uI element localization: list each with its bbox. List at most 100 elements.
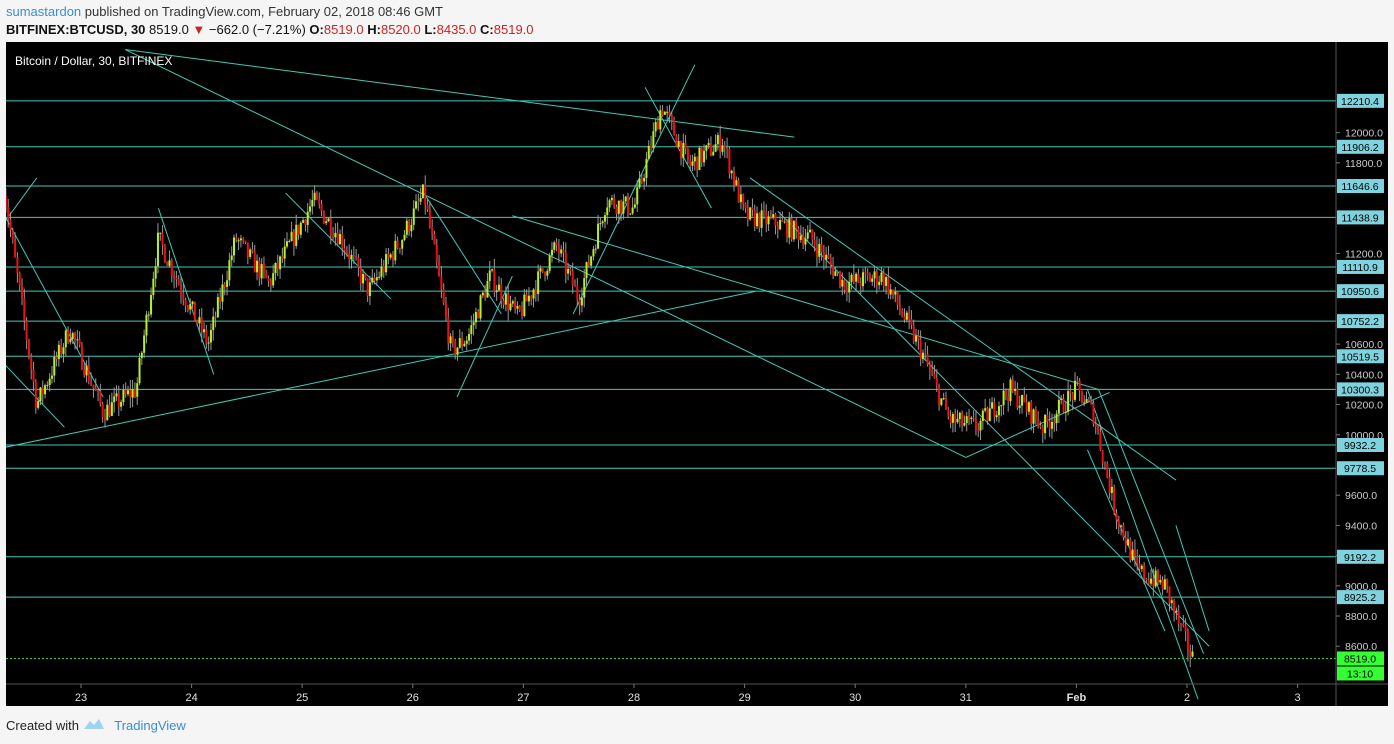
candle-body (700, 147, 703, 163)
created-with-text: Created with (6, 718, 79, 733)
candle-body (7, 206, 10, 220)
candle-body (555, 242, 558, 245)
candle-body (239, 238, 242, 241)
candle-body (318, 199, 321, 205)
candle-body (864, 272, 867, 274)
level-label: 10519.5 (1341, 351, 1379, 363)
candle-body (348, 253, 351, 260)
candle-body (138, 357, 141, 384)
candle-body (905, 312, 908, 320)
candle-body (880, 272, 883, 282)
candle-body (610, 197, 613, 201)
candle-body (1090, 400, 1093, 403)
candle-body (532, 289, 535, 299)
candle-body (265, 270, 268, 278)
candle-body (226, 280, 229, 287)
level-label: 10300.3 (1341, 384, 1379, 396)
candle-body (790, 218, 793, 240)
tradingview-logo-icon (83, 718, 109, 733)
candle-body (680, 141, 683, 159)
candle-body (1067, 391, 1070, 412)
trend-line (1098, 389, 1205, 654)
candle-body (578, 299, 581, 306)
candle-body (606, 207, 609, 216)
candle-body (742, 194, 745, 204)
candle-body (912, 324, 915, 342)
level-tag (1337, 93, 1384, 108)
candle-body (1060, 398, 1063, 400)
candle-body (714, 144, 717, 152)
candle-body (1170, 600, 1173, 604)
candle-body (908, 312, 911, 320)
candle-body (590, 256, 593, 266)
candle-body (746, 208, 749, 220)
candle-body (1180, 623, 1183, 625)
candle-body (71, 333, 74, 340)
candle-body (143, 335, 146, 353)
candle-body (507, 293, 510, 310)
candle-body (723, 145, 726, 148)
candle-body (721, 145, 724, 152)
candle-body (910, 319, 913, 325)
candle-body (78, 339, 81, 345)
candle-body (1186, 631, 1189, 652)
x-tick-label: Feb (1067, 692, 1087, 704)
candle-body (751, 207, 754, 210)
candle-body (375, 277, 378, 281)
published-text: published on TradingView.com, February 0… (84, 4, 443, 19)
candle-body (675, 135, 678, 147)
candle-body (276, 263, 279, 270)
candle-body (87, 365, 90, 382)
candle-body (834, 271, 837, 276)
candle-body (1140, 565, 1143, 569)
tradingview-link[interactable]: TradingView (114, 718, 186, 733)
candle-body (597, 223, 600, 249)
candle-body (938, 384, 941, 405)
candle-body (956, 418, 959, 423)
candle-body (841, 279, 844, 287)
low-value: 8435.0 (436, 22, 477, 37)
level-tag (1337, 461, 1384, 476)
candle-body (366, 278, 369, 296)
candle-body (1034, 409, 1037, 420)
high-label: H: (367, 22, 381, 37)
candle-body (306, 211, 309, 225)
candle-body (242, 238, 245, 241)
candle-body (458, 338, 461, 348)
candle-body (203, 329, 206, 333)
candle-body (1011, 379, 1014, 391)
candle-body (974, 418, 977, 431)
candle-body (500, 284, 503, 301)
author-link[interactable]: sumastardon (6, 4, 82, 19)
candle-body (1048, 421, 1051, 429)
chart-area[interactable]: 12000.0 11800.0 11200.0 10600.0 10400.0 10200… (0, 42, 1388, 706)
candle-body (638, 178, 641, 188)
candle-body (34, 382, 37, 408)
candle-body (785, 221, 788, 238)
candle-body (405, 220, 408, 235)
candle-body (645, 158, 648, 178)
candle-body (110, 402, 113, 416)
candle-body (76, 339, 79, 341)
level-label: 11110.9 (1342, 262, 1378, 274)
candle-body (380, 266, 383, 277)
candle-body (463, 343, 466, 347)
price-chart[interactable]: 12000.0 11800.0 11200.0 10600.0 10400.0 10200… (0, 42, 1388, 706)
candle-body (647, 145, 650, 159)
level-tag (1337, 284, 1384, 299)
candle-body (733, 170, 736, 185)
candle-body (322, 210, 325, 224)
candle-body (527, 295, 530, 302)
level-tag (1337, 382, 1384, 397)
candle-body (919, 339, 922, 360)
candle-body (41, 387, 44, 395)
trend-line (1086, 389, 1199, 700)
candle-body (1069, 391, 1072, 394)
candle-body (175, 278, 178, 280)
candle-body (1175, 610, 1178, 613)
candle-body (37, 401, 40, 408)
candle-body (403, 234, 406, 241)
candle-body (608, 200, 611, 208)
candle-body (1027, 402, 1030, 412)
open-value: 8519.0 (323, 22, 364, 37)
